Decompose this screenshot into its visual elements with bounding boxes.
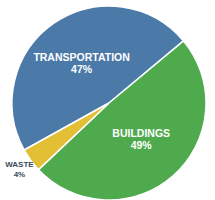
pie [12, 6, 206, 200]
category-label: WASTE [5, 160, 34, 169]
category-label: TRANSPORTATION [33, 51, 129, 63]
value-label: 49% [131, 139, 153, 151]
value-label: 47% [71, 63, 93, 75]
pie-slice [39, 41, 206, 200]
value-label: 4% [14, 170, 26, 179]
labels: TRANSPORTATION47% BUILDINGS49% WASTE4% [5, 51, 170, 179]
slice-label: BUILDINGS49% [112, 127, 170, 151]
slice-label: TRANSPORTATION47% [33, 51, 129, 75]
pie-slice [24, 103, 109, 170]
slice-label: WASTE4% [5, 160, 34, 179]
chart: TRANSPORTATION47% BUILDINGS49% WASTE4% [0, 0, 215, 200]
category-label: BUILDINGS [112, 127, 170, 139]
